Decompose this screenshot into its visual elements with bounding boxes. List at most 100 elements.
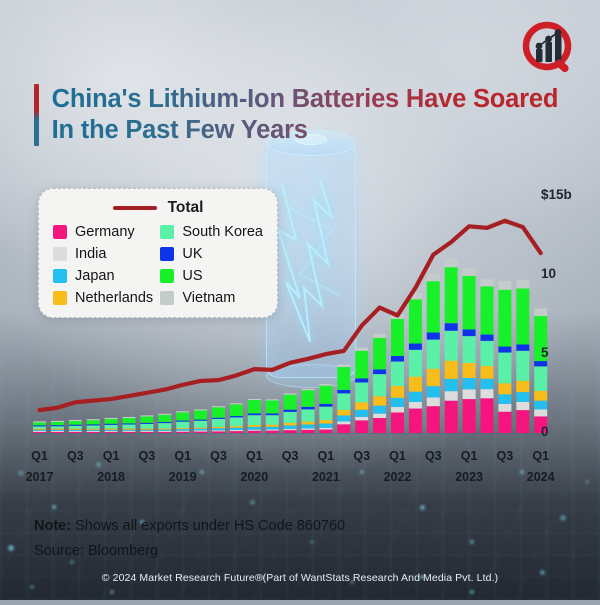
bar-segment-india bbox=[355, 417, 368, 420]
bar-segment-south-korea bbox=[230, 417, 243, 426]
bar-segment-japan bbox=[212, 428, 225, 430]
bar-segment-uk bbox=[51, 425, 64, 426]
bar-stack bbox=[33, 421, 46, 433]
bar-segment-us bbox=[230, 404, 243, 416]
bar-segment-india bbox=[427, 398, 440, 407]
legend-items-grid: Germany South Korea India UK Japan US Netherla… bbox=[53, 224, 263, 306]
x-axis-quarter-label: Q3 bbox=[353, 449, 370, 463]
bar-segment-germany bbox=[481, 398, 494, 433]
bar-segment-india bbox=[319, 428, 332, 430]
bar-segment-uk bbox=[516, 344, 529, 350]
bar-segment-netherlands bbox=[140, 429, 153, 430]
bar-segment-netherlands bbox=[373, 396, 386, 405]
footer-source: Source: Bloomberg bbox=[34, 543, 345, 559]
bar-segment-netherlands bbox=[481, 366, 494, 379]
bar-segment-uk bbox=[463, 329, 476, 336]
bar-segment-netherlands bbox=[230, 426, 243, 428]
bar-segment-vietnam bbox=[481, 279, 494, 286]
bar-segment-japan bbox=[534, 401, 547, 410]
bar-segment-south-korea bbox=[194, 421, 207, 428]
bar-segment-us bbox=[212, 407, 225, 417]
legend-item-label: South Korea bbox=[182, 224, 263, 240]
bar-segment-uk bbox=[337, 390, 350, 393]
x-axis-year-label: 2021 bbox=[312, 470, 340, 484]
bar-segment-vietnam bbox=[123, 417, 136, 418]
legend-item-us[interactable]: US bbox=[160, 268, 263, 284]
bar-segment-us bbox=[284, 395, 297, 410]
bar-stack bbox=[266, 399, 279, 433]
bar-segment-south-korea bbox=[123, 425, 136, 429]
bar-segment-india bbox=[230, 430, 243, 431]
x-axis-quarter-label: Q3 bbox=[210, 449, 227, 463]
legend-swatch-icon bbox=[53, 269, 67, 283]
bar-segment-vietnam bbox=[302, 389, 315, 390]
y-axis-tick-0: 0 bbox=[541, 424, 549, 439]
legend-item-uk[interactable]: UK bbox=[160, 246, 263, 262]
bar-segment-vietnam bbox=[248, 399, 261, 400]
legend-item-india[interactable]: India bbox=[53, 246, 154, 262]
bar-segment-vietnam bbox=[373, 334, 386, 338]
legend-swatch-icon bbox=[160, 225, 174, 239]
bar-segment-uk bbox=[158, 422, 171, 423]
bar-segment-germany bbox=[409, 409, 422, 433]
bar-segment-netherlands bbox=[51, 429, 64, 430]
x-axis-quarter-label: Q3 bbox=[67, 449, 84, 463]
footer-note-text: Shows all exports under HS Code 860760 bbox=[71, 518, 345, 534]
bar-stack bbox=[248, 399, 261, 433]
bar-segment-south-korea bbox=[516, 351, 529, 381]
bar-segment-south-korea bbox=[266, 415, 279, 424]
bar-segment-south-korea bbox=[481, 341, 494, 366]
bar-segment-japan bbox=[33, 430, 46, 431]
bar-segment-netherlands bbox=[445, 361, 458, 379]
legend-total-label: Total bbox=[168, 199, 204, 217]
bar-stack bbox=[194, 409, 207, 433]
legend-item-japan[interactable]: Japan bbox=[53, 268, 154, 284]
bar-segment-india bbox=[445, 391, 458, 400]
bar-segment-south-korea bbox=[534, 366, 547, 390]
legend-item-netherlands[interactable]: Netherlands bbox=[53, 290, 154, 306]
x-axis-year-label: 2019 bbox=[169, 470, 197, 484]
legend-item-label: US bbox=[182, 268, 202, 284]
bar-segment-netherlands bbox=[409, 377, 422, 392]
legend-swatch-icon bbox=[53, 225, 67, 239]
bar-stack bbox=[463, 268, 476, 433]
legend-item-label: India bbox=[75, 246, 106, 262]
legend-item-vietnam[interactable]: Vietnam bbox=[160, 290, 263, 306]
bar-segment-japan bbox=[373, 406, 386, 414]
bar-segment-south-korea bbox=[409, 350, 422, 377]
bar-segment-netherlands bbox=[105, 429, 118, 430]
legend-item-germany[interactable]: Germany bbox=[53, 224, 154, 240]
bar-segment-vietnam bbox=[337, 365, 350, 368]
bar-stack bbox=[284, 393, 297, 433]
bar-segment-vietnam bbox=[194, 409, 207, 410]
bar-segment-netherlands bbox=[391, 386, 404, 398]
bar-segment-south-korea bbox=[33, 426, 46, 428]
bar-segment-germany bbox=[391, 412, 404, 433]
bar-segment-netherlands bbox=[33, 429, 46, 430]
bar-stack bbox=[140, 415, 153, 433]
x-axis-quarter-label: Q3 bbox=[139, 449, 156, 463]
bar-segment-japan bbox=[284, 425, 297, 428]
x-axis-quarter-label: Q3 bbox=[282, 449, 299, 463]
bar-segment-uk bbox=[69, 425, 82, 426]
bar-segment-japan bbox=[337, 415, 350, 421]
bar-segment-japan bbox=[463, 378, 476, 389]
bar-stack bbox=[123, 417, 136, 433]
bar-segment-japan bbox=[105, 430, 118, 431]
x-axis-year-label: 2024 bbox=[527, 470, 555, 484]
bar-segment-uk bbox=[302, 407, 315, 410]
x-axis-year-label: 2023 bbox=[455, 470, 483, 484]
page-title: China's Lithium-Ion Batteries Have Soare… bbox=[34, 84, 564, 146]
bar-segment-south-korea bbox=[158, 423, 171, 428]
bar-segment-us bbox=[266, 400, 279, 413]
legend-item-south-korea[interactable]: South Korea bbox=[160, 224, 263, 240]
bar-segment-japan bbox=[445, 379, 458, 391]
bar-segment-japan bbox=[427, 386, 440, 397]
bar-segment-vietnam bbox=[69, 420, 82, 421]
bar-segment-netherlands bbox=[69, 429, 82, 430]
bar-segment-uk bbox=[248, 413, 261, 415]
bar-segment-germany bbox=[337, 424, 350, 433]
bar-segment-us bbox=[176, 412, 189, 420]
title-text: China's Lithium-Ion Batteries Have Soare… bbox=[52, 84, 564, 146]
x-axis-baseline bbox=[26, 433, 544, 434]
